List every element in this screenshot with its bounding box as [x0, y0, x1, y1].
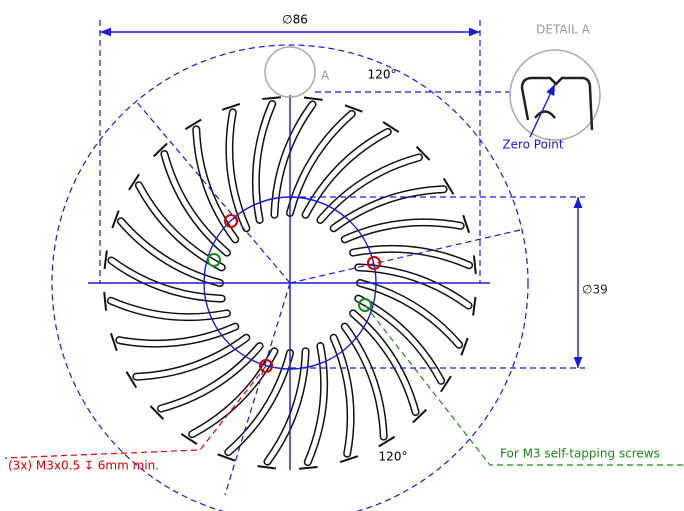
fin: [299, 467, 318, 469]
note-leader: [365, 305, 684, 465]
inner-diameter: ∅39: [582, 283, 608, 297]
fin: [304, 98, 322, 100]
angle-label: 120°: [368, 68, 397, 82]
fin: [105, 251, 107, 269]
fin: [473, 297, 475, 315]
threaded-hole-note: (3x) M3x0.5 ↧ 6mm min.: [8, 459, 159, 473]
detail-marker-circle: [265, 47, 315, 97]
angle-label: 120°: [379, 450, 408, 464]
fin: [474, 255, 476, 274]
drawing: ∅86 ∅39 120° 120° A DETAIL A Zero Point …: [0, 0, 684, 511]
detail-marker: A: [321, 69, 330, 83]
fin: [262, 97, 281, 99]
fin: [258, 466, 276, 468]
screw-hole-note: For M3 self-tapping screws: [500, 447, 660, 461]
detail-title: DETAIL A: [536, 23, 590, 37]
zero-point-label: Zero Point: [502, 138, 564, 152]
outer-diameter: ∅86: [282, 13, 308, 27]
fin: [104, 292, 106, 311]
